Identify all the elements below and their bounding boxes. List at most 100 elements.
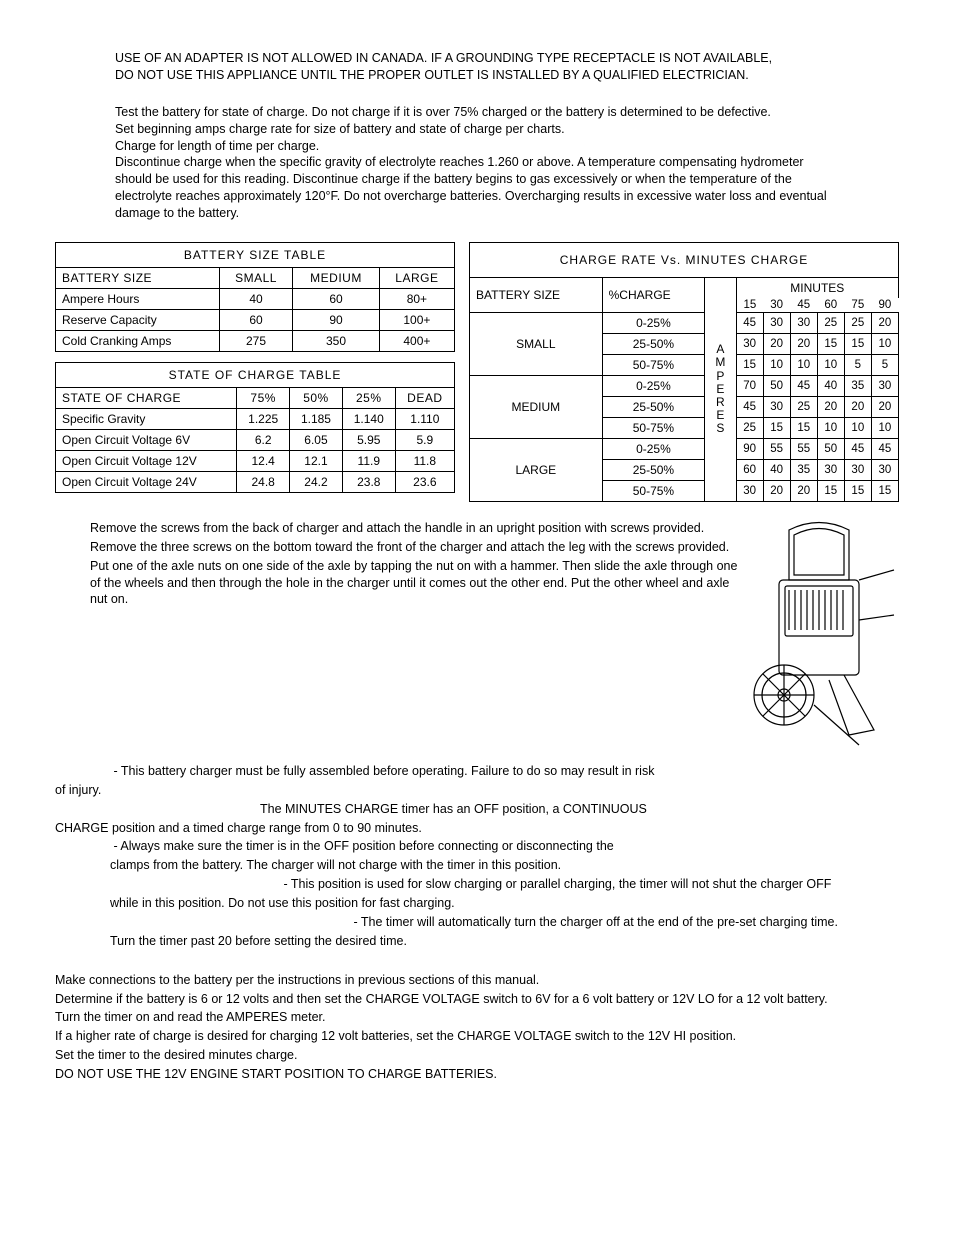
cr-g2r2c3: 20 [790,480,817,501]
controls-c5b: Turn the timer past 20 before setting th… [110,934,407,948]
cr-minutes-label: MINUTES [736,277,898,298]
cr-g0r1c5: 15 [844,333,871,354]
operation-o6: DO NOT USE THE 12V ENGINE START POSITION… [55,1066,899,1083]
soc-r0c3: 1.140 [342,408,395,429]
battery-size-title: BATTERY SIZE TABLE [56,242,455,267]
controls-c3b: clamps from the battery. The charger wil… [110,858,561,872]
soc-r2c3: 11.9 [342,450,395,471]
bst-r0c3: 80+ [379,288,454,309]
cr-mc1: 30 [763,298,790,313]
bst-r2c3: 400+ [379,330,454,351]
cr-g0r0c0: 0-25% [602,312,705,333]
bst-h0: BATTERY SIZE [56,267,220,288]
bst-r1c0: Reserve Capacity [56,309,220,330]
cr-h1: %CHARGE [602,277,705,312]
operation-o2: Determine if the battery is 6 or 12 volt… [55,991,899,1008]
cr-mc5: 90 [871,298,898,313]
soc-r2c2: 12.1 [290,450,343,471]
soc-r0c0: Specific Gravity [56,408,237,429]
cr-h0: BATTERY SIZE [470,277,603,312]
assembly-row: Remove the screws from the back of charg… [55,520,899,753]
state-of-charge-table: STATE OF CHARGE TABLE STATE OF CHARGE 75… [55,362,455,493]
cr-g0r2c3: 10 [790,354,817,375]
cr-g1r0c0: 0-25% [602,375,705,396]
cr-g2r2c6: 15 [871,480,898,501]
cr-g2r1c6: 30 [871,459,898,480]
cr-g2r1c4: 30 [817,459,844,480]
bst-h2: MEDIUM [293,267,380,288]
controls-c2b: CHARGE position and a timed charge range… [55,820,899,837]
soc-r1c2: 6.05 [290,429,343,450]
cr-g2r0c2: 55 [763,438,790,459]
bst-r0c2: 60 [293,288,380,309]
bst-r0c1: 40 [219,288,292,309]
cr-title: CHARGE RATE Vs. MINUTES CHARGE [470,242,899,277]
cr-g0r1c1: 30 [736,333,763,354]
soc-r1c1: 6.2 [237,429,290,450]
cr-g0-size: SMALL [470,312,603,375]
cr-g1r2c1: 25 [736,417,763,438]
cr-g2r2c1: 30 [736,480,763,501]
cr-g0r1c2: 20 [763,333,790,354]
cr-g2r2c2: 20 [763,480,790,501]
cr-g0r1c0: 25-50% [602,333,705,354]
operation-o4: If a higher rate of charge is desired fo… [55,1028,899,1045]
soc-r1c0: Open Circuit Voltage 6V [56,429,237,450]
bst-r1c1: 60 [219,309,292,330]
assembly-text: Remove the screws from the back of charg… [90,520,739,753]
controls-c1a: - This battery charger must be fully ass… [110,764,654,778]
cr-g1r1c5: 20 [844,396,871,417]
cr-g0r2c4: 10 [817,354,844,375]
cr-g2r0c3: 55 [790,438,817,459]
cr-g0r2c6: 5 [871,354,898,375]
cr-g2r1c5: 30 [844,459,871,480]
cr-g2r0c0: 0-25% [602,438,705,459]
cr-g1r0c2: 50 [763,375,790,396]
warning-block: USE OF AN ADAPTER IS NOT ALLOWED IN CANA… [115,50,839,84]
soc-r1c4: 5.9 [395,429,454,450]
cr-g2r0c1: 90 [736,438,763,459]
soc-r3c3: 23.8 [342,471,395,492]
bst-h3: LARGE [379,267,454,288]
controls-section: - This battery charger must be fully ass… [55,763,899,950]
cr-g1r1c1: 45 [736,396,763,417]
soc-r2c4: 11.8 [395,450,454,471]
bst-r2c2: 350 [293,330,380,351]
tables-row: BATTERY SIZE TABLE BATTERY SIZE SMALL ME… [55,242,899,502]
cr-vlabel: AMPERES [705,277,736,501]
cr-g1r0c1: 70 [736,375,763,396]
cr-g1r1c6: 20 [871,396,898,417]
cr-g2r0c5: 45 [844,438,871,459]
cr-g1r2c6: 10 [871,417,898,438]
soc-r2c1: 12.4 [237,450,290,471]
cr-g0r1c3: 20 [790,333,817,354]
operation-o1: Make connections to the battery per the … [55,972,899,989]
controls-c4b: while in this position. Do not use this … [110,896,455,910]
soc-h0: STATE OF CHARGE [56,387,237,408]
charger-diagram-icon [749,520,899,753]
intro-p2: Set beginning amps charge rate for size … [115,121,839,138]
cr-g0r0c5: 25 [844,312,871,333]
assembly-p1: Remove the screws from the back of charg… [90,520,739,537]
soc-h4: DEAD [395,387,454,408]
operation-o5: Set the timer to the desired minutes cha… [55,1047,899,1064]
cr-g2r0c6: 45 [871,438,898,459]
warning-line-2: DO NOT USE THIS APPLIANCE UNTIL THE PROP… [115,67,839,84]
cr-g2r0c4: 50 [817,438,844,459]
soc-h1: 75% [237,387,290,408]
cr-g1r1c4: 20 [817,396,844,417]
cr-g0r2c5: 5 [844,354,871,375]
battery-size-table: BATTERY SIZE TABLE BATTERY SIZE SMALL ME… [55,242,455,352]
soc-r2c0: Open Circuit Voltage 12V [56,450,237,471]
bst-r0c0: Ampere Hours [56,288,220,309]
warning-line-1: USE OF AN ADAPTER IS NOT ALLOWED IN CANA… [115,50,839,67]
cr-g2-size: LARGE [470,438,603,501]
soc-r3c1: 24.8 [237,471,290,492]
charge-rate-table: CHARGE RATE Vs. MINUTES CHARGE BATTERY S… [469,242,899,502]
cr-g2r1c2: 40 [763,459,790,480]
cr-g1r0c4: 40 [817,375,844,396]
controls-c4a: - This position is used for slow chargin… [280,877,831,891]
cr-g1r2c0: 50-75% [602,417,705,438]
assembly-p2: Remove the three screws on the bottom to… [90,539,739,556]
soc-h2: 50% [290,387,343,408]
